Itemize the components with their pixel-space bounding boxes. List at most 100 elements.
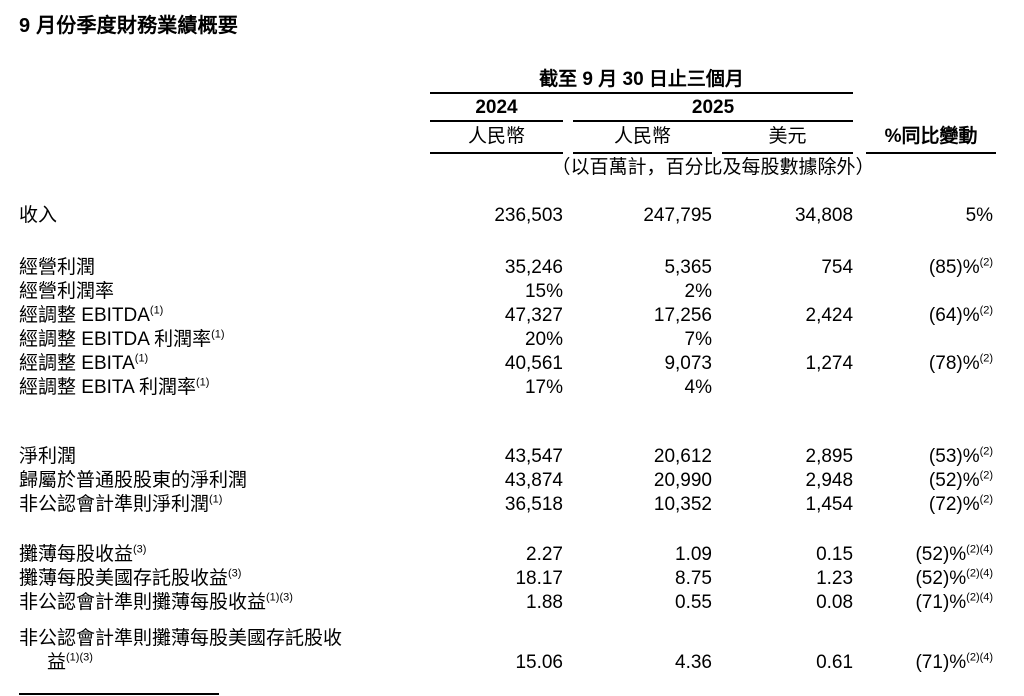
value-2025-rmb: 0.55 (675, 592, 712, 613)
table-row-non-gaap-diluted-eps: 非公認會計準則攤薄每股收益(1)(3) 1.88 0.55 0.08 (71)%… (19, 591, 996, 615)
value-2025-usd: 2,424 (805, 305, 854, 326)
header-currency-row: 人民幣 人民幣 美元 %同比變動 (19, 121, 997, 154)
value-2025-rmb: 4% (684, 377, 712, 398)
value-2025-rmb: 7% (684, 329, 712, 350)
value-2025-rmb: 20,990 (653, 470, 712, 491)
footnote-divider (19, 693, 219, 695)
value-2025-usd: 0.08 (816, 592, 854, 613)
header-year-row: 2024 2025 (19, 93, 996, 122)
value-2024-rmb: 35,246 (504, 257, 563, 278)
value-2025-rmb: 4.36 (675, 652, 712, 673)
spacer-row (19, 182, 996, 204)
value-yoy: (52)%(2) (928, 469, 994, 491)
value-2024-rmb: 18.17 (515, 568, 563, 589)
value-yoy (866, 280, 996, 304)
row-label: 攤薄每股美國存託股收益(3) (19, 567, 242, 589)
value-2025-rmb: 9,073 (664, 353, 712, 374)
col-header-usd: 美元 (722, 121, 854, 154)
value-2025-usd (722, 280, 853, 304)
value-2024-rmb: 17% (524, 377, 563, 398)
table-row-diluted-eps-per-ads: 攤薄每股美國存託股收益(3) 18.17 8.75 1.23 (52)%(2)(… (19, 567, 996, 591)
value-yoy: (71)%(2)(4) (915, 651, 994, 673)
value-2025-usd: 0.15 (816, 544, 854, 565)
value-2025-usd (722, 376, 853, 400)
page-title: 9 月份季度財務業績概要 (19, 15, 239, 37)
value-2025-rmb: 5,365 (664, 257, 712, 278)
spacer-row (19, 517, 996, 543)
table-row-net-income: 淨利潤 43,547 20,612 2,895 (53)%(2) (19, 445, 996, 469)
spacer-row (19, 400, 996, 445)
financial-summary-table: 截至 9 月 30 日止三個月 2024 2025 人民幣 人民幣 美元 %同比… (19, 64, 997, 675)
value-2024-rmb: 236,503 (494, 205, 563, 226)
col-header-rmb-2025: 人民幣 (573, 121, 712, 154)
table-row-operating-income: 經營利潤 35,246 5,365 754 (85)%(2) (19, 256, 996, 280)
row-label: 歸屬於普通股股東的淨利潤 (19, 470, 248, 491)
value-2024-rmb: 36,518 (504, 494, 563, 515)
row-label: 經調整 EBITDA(1) (19, 304, 164, 326)
value-yoy (866, 328, 996, 352)
table-row-adjusted-ebita: 經調整 EBITA(1) 40,561 9,073 1,274 (78)%(2) (19, 352, 996, 376)
table-row-adjusted-ebitda: 經調整 EBITDA(1) 47,327 17,256 2,424 (64)%(… (19, 304, 996, 328)
value-yoy (866, 376, 996, 400)
table-row-adjusted-ebita-margin: 經調整 EBITA 利潤率(1) 17% 4% (19, 376, 996, 400)
row-label: 經營利潤率 (19, 281, 115, 302)
value-2025-usd (722, 328, 853, 352)
value-2025-usd: 1,274 (805, 353, 854, 374)
value-yoy: (71)%(2)(4) (915, 591, 994, 613)
table-row-revenue: 收入 236,503 247,795 34,808 5% (19, 204, 996, 228)
document-page: 9 月份季度財務業績概要 截至 9 月 30 日止三個月 2024 2025 人… (0, 14, 1024, 696)
value-2024-rmb: 15% (524, 281, 563, 302)
col-header-rmb-2024: 人民幣 (430, 121, 563, 154)
value-2025-rmb: 20,612 (653, 446, 712, 467)
row-label: 非公認會計準則淨利潤(1) (19, 493, 223, 515)
value-yoy: 5% (965, 205, 994, 226)
value-yoy: (52)%(2)(4) (915, 567, 994, 589)
value-2025-usd: 34,808 (794, 205, 854, 226)
value-2024-rmb: 20% (524, 329, 563, 350)
table-row-non-gaap-net-income: 非公認會計準則淨利潤(1) 36,518 10,352 1,454 (72)%(… (19, 493, 996, 517)
table-row-diluted-eps: 攤薄每股收益(3) 2.27 1.09 0.15 (52)%(2)(4) (19, 543, 996, 567)
value-yoy: (78)%(2) (928, 352, 994, 374)
value-2025-rmb: 17,256 (653, 305, 712, 326)
value-2025-usd: 754 (821, 257, 854, 278)
value-2025-rmb: 8.75 (675, 568, 712, 589)
value-yoy: (72)%(2) (928, 493, 994, 515)
value-2025-rmb: 247,795 (643, 205, 712, 226)
units-note: （以百萬計，百分比及每股數據除外） (551, 157, 875, 178)
row-label: 經調整 EBITA 利潤率(1) (19, 376, 210, 398)
units-note-row: （以百萬計，百分比及每股數據除外） (19, 153, 996, 182)
header-period-row: 截至 9 月 30 日止三個月 (19, 64, 996, 94)
value-2025-usd: 1.23 (816, 568, 854, 589)
row-label: 攤薄每股收益(3) (19, 543, 147, 565)
spacer-row (19, 228, 996, 256)
period-header: 截至 9 月 30 日止三個月 (430, 64, 854, 94)
value-2025-usd: 1,454 (805, 494, 854, 515)
value-2024-rmb: 40,561 (504, 353, 563, 374)
value-yoy: (64)%(2) (928, 304, 994, 326)
year-2024-header: 2024 (430, 93, 563, 122)
row-label: 收入 (19, 205, 58, 226)
row-label: 淨利潤 (19, 446, 77, 467)
value-2024-rmb: 15.06 (515, 652, 563, 673)
row-label: 經營利潤 (19, 257, 96, 278)
row-label: 非公認會計準則攤薄每股收益(1)(3) (19, 591, 293, 613)
value-2025-usd: 0.61 (816, 652, 854, 673)
table-row-operating-margin: 經營利潤率 15% 2% (19, 280, 996, 304)
value-2024-rmb: 1.88 (526, 592, 563, 613)
value-2025-usd: 2,895 (805, 446, 854, 467)
value-yoy: (52)%(2)(4) (915, 543, 994, 565)
row-label: 經調整 EBITA(1) (19, 352, 149, 374)
value-2025-rmb: 10,352 (653, 494, 712, 515)
value-yoy: (85)%(2) (928, 256, 994, 278)
value-2025-rmb: 2% (684, 281, 712, 302)
value-2025-usd: 2,948 (805, 470, 854, 491)
value-2025-rmb: 1.09 (675, 544, 712, 565)
col-header-yoy: %同比變動 (866, 121, 997, 154)
value-2024-rmb: 2.27 (526, 544, 563, 565)
year-2025-header: 2025 (573, 93, 854, 122)
table-row-adjusted-ebitda-margin: 經調整 EBITDA 利潤率(1) 20% 7% (19, 328, 996, 352)
row-label: 非公認會計準則攤薄每股美國存託股收 益(1)(3) (19, 628, 343, 673)
row-label: 經調整 EBITDA 利潤率(1) (19, 328, 225, 350)
value-2024-rmb: 43,874 (504, 470, 563, 491)
table-row-net-income-to-shareholders: 歸屬於普通股股東的淨利潤 43,874 20,990 2,948 (52)%(2… (19, 469, 996, 493)
